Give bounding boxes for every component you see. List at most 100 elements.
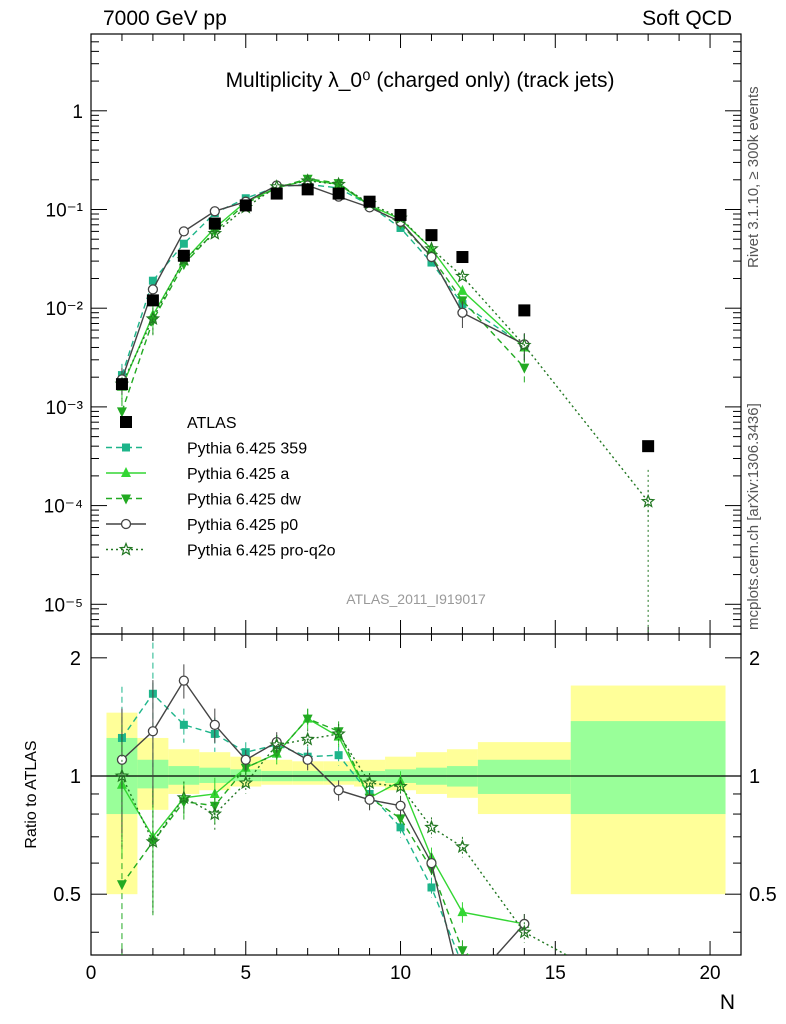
ratio-bands <box>106 685 726 895</box>
ratio-tick-label-right: 1 <box>749 766 760 788</box>
ratio-point-4 <box>300 731 315 746</box>
series-point-4 <box>424 241 439 255</box>
data-point <box>301 183 314 196</box>
ratio-point-1 <box>457 906 468 917</box>
data-point <box>518 304 531 317</box>
ratio-point-3 <box>209 719 220 730</box>
data-point <box>115 378 128 391</box>
data-point <box>456 251 469 264</box>
series-point-0 <box>179 239 188 248</box>
ratio-point-4 <box>642 993 653 1004</box>
y-tick-label: 10⁻⁴ <box>44 497 83 518</box>
series-point-4 <box>517 337 532 352</box>
ratio-point-4 <box>517 924 532 939</box>
series-point-4 <box>640 493 656 508</box>
series-point-3 <box>147 284 159 295</box>
ratio-point-2 <box>519 995 529 1005</box>
ratio-point-2 <box>302 714 313 725</box>
series-point-3 <box>426 251 437 263</box>
ratio-point-4 <box>145 834 161 848</box>
series-point-3 <box>457 307 468 318</box>
ratio-point-4 <box>207 806 223 821</box>
data-point <box>332 187 345 200</box>
series-line-1 <box>121 179 525 387</box>
series-point-4 <box>207 225 223 240</box>
legend-marker-data <box>120 416 132 428</box>
data-point <box>394 208 407 221</box>
ratio-tick-label-left: 0.5 <box>53 884 81 906</box>
ratio-point-3 <box>147 726 159 737</box>
legend-marker-1 <box>121 467 131 477</box>
ratio-frame <box>90 633 742 956</box>
ratio-point-2 <box>271 749 282 760</box>
ratio-line-4 <box>121 733 568 955</box>
x-tick-label: 5 <box>240 963 251 984</box>
data-point <box>642 440 655 453</box>
legend-marker-3 <box>120 518 132 530</box>
legend-label-3: Pythia 6.425 p0 <box>187 517 298 534</box>
uncertainty-band-inner <box>199 767 231 783</box>
data-point <box>208 217 221 230</box>
ratio-point-2 <box>116 880 127 891</box>
energy-label: 7000 GeV pp <box>103 7 227 30</box>
ratio-point-3 <box>426 857 437 869</box>
ratio-point-2 <box>333 727 344 738</box>
ratio-point-0 <box>458 961 466 969</box>
x-tick-label: 10 <box>390 963 411 984</box>
legend-label-1: Pythia 6.425 a <box>187 466 289 483</box>
uncertainty-band-inner <box>477 759 571 794</box>
ratio-point-0 <box>396 823 405 832</box>
ratio-point-2 <box>457 946 468 955</box>
series-point-2 <box>519 363 530 374</box>
data-point <box>177 249 190 262</box>
ratio-point-4 <box>331 726 346 741</box>
ratio-point-3 <box>240 754 251 765</box>
data-point <box>239 199 252 212</box>
data-point <box>146 294 159 307</box>
series-point-1 <box>457 284 468 295</box>
data-point <box>363 195 376 208</box>
series-point-4 <box>455 268 470 283</box>
ratio-point-2 <box>395 814 406 825</box>
ratio-point-3 <box>364 794 375 805</box>
ratio-point-4 <box>238 775 254 790</box>
uncertainty-band-inner <box>570 721 726 815</box>
ratio-point-3 <box>458 989 467 998</box>
legend-label-4: Pythia 6.425 pro-q2o <box>187 543 336 560</box>
data-point <box>270 187 283 200</box>
analysis-watermark: ATLAS_2011_I919017 <box>346 591 486 607</box>
series-point-2 <box>116 407 127 418</box>
x-tick-label: 15 <box>545 963 566 984</box>
series-line-3 <box>121 184 525 380</box>
series-line-2 <box>121 177 525 412</box>
series-point-3 <box>209 206 220 217</box>
legend-label-data: ATLAS <box>187 415 237 432</box>
ratio-tick-label-right: 0.5 <box>749 884 777 906</box>
ratio-axis-label: Ratio to ATLAS <box>23 740 40 848</box>
ratio-point-4 <box>393 778 408 793</box>
y-tick-label: 10⁻¹ <box>46 200 84 221</box>
rivet-side-label: Rivet 3.1.10, ≥ 300k events <box>745 86 762 268</box>
legend-marker-0 <box>122 443 130 452</box>
y-tick-label: 10⁻³ <box>46 398 84 419</box>
y-tick-label: 10⁻² <box>46 299 84 320</box>
series-point-4 <box>145 311 161 326</box>
ratio-line-0 <box>121 692 460 955</box>
category-label: Soft QCD <box>642 7 732 30</box>
legend: ATLAS Pythia 6.425 359 Pythia 6.425 a Pythi… <box>106 415 336 560</box>
ratio-point-4 <box>424 819 439 834</box>
ratio-tick-label-left: 1 <box>70 766 81 788</box>
x-tick-label: 20 <box>699 963 720 984</box>
ratio-point-4 <box>114 768 130 783</box>
x-axis-label: N <box>720 991 735 1014</box>
ratio-point-3 <box>333 785 344 796</box>
ratio-tick-label-right: 2 <box>749 648 760 670</box>
ratio-point-4 <box>362 775 377 790</box>
series-point-4 <box>331 176 346 191</box>
legend-marker-4 <box>118 541 134 556</box>
ratio-point-3 <box>178 675 190 686</box>
y-tick-label: 1 <box>72 102 83 123</box>
series-point-3 <box>178 226 190 237</box>
ratio-point-4 <box>176 790 192 805</box>
